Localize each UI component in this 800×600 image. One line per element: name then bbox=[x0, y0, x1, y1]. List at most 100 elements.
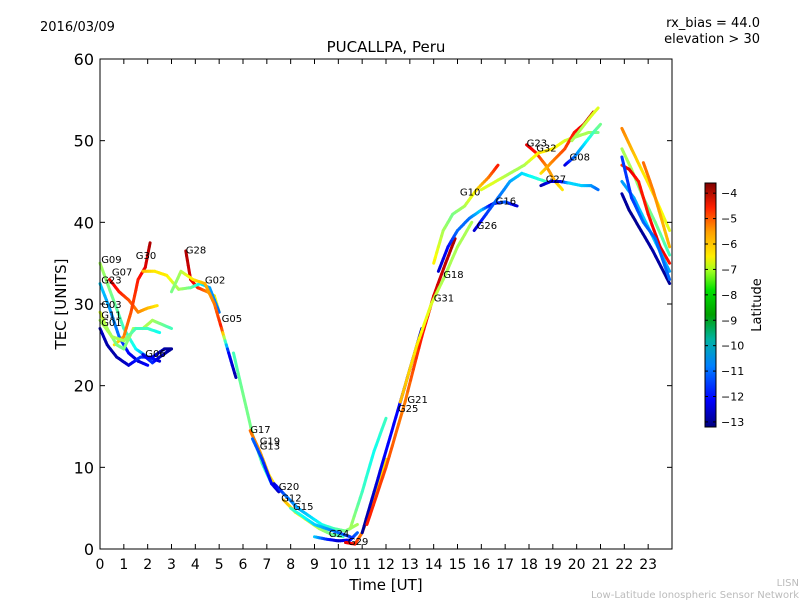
colorbar-tick-label: −10 bbox=[721, 340, 744, 353]
series-label: G17 bbox=[250, 425, 270, 436]
series-label: G26 bbox=[477, 221, 497, 232]
footer-lisn: LISN bbox=[777, 578, 799, 589]
colorbar-tick-label: −11 bbox=[721, 365, 744, 378]
colorbar-tick-label: −9 bbox=[721, 314, 737, 327]
series-g11 bbox=[98, 318, 162, 343]
series-segment bbox=[375, 484, 382, 498]
date-label: 2016/03/09 bbox=[40, 20, 115, 35]
x-tick-label: 21 bbox=[592, 557, 610, 573]
series-label: G01 bbox=[101, 318, 121, 329]
series-label: G25 bbox=[398, 404, 418, 415]
y-tick-label: 30 bbox=[74, 295, 94, 314]
series-segment bbox=[233, 371, 238, 379]
footer-network: Low-Latitude Ionospheric Sensor Network bbox=[591, 590, 799, 600]
series-segment bbox=[276, 489, 281, 494]
x-axis-label: Time [UT] bbox=[348, 576, 422, 594]
series-segment bbox=[665, 276, 672, 286]
series-segment bbox=[384, 454, 391, 469]
series-label: G29 bbox=[348, 537, 368, 548]
series-segment bbox=[156, 359, 162, 363]
y-tick-label: 60 bbox=[74, 50, 94, 69]
series-segment bbox=[168, 326, 173, 330]
x-tick-label: 20 bbox=[568, 557, 586, 573]
series-g06 bbox=[141, 347, 173, 365]
series-g26 bbox=[472, 171, 548, 232]
y-tick-label: 10 bbox=[74, 458, 94, 477]
series-segment bbox=[417, 335, 424, 350]
colorbar-tick-label: −4 bbox=[721, 187, 737, 200]
series-segment bbox=[144, 363, 150, 367]
x-tick-label: 11 bbox=[353, 557, 371, 573]
series-segment bbox=[382, 457, 388, 468]
colorbar-tick-label: −6 bbox=[721, 238, 737, 251]
series-segment bbox=[452, 237, 457, 245]
x-tick-label: 19 bbox=[544, 557, 562, 573]
series-segment bbox=[403, 389, 410, 404]
series-segment bbox=[401, 381, 408, 394]
colorbar-tick-label: −12 bbox=[721, 391, 744, 404]
series-label: G12 bbox=[281, 494, 301, 505]
series-g_late1 bbox=[620, 126, 672, 232]
series-segment bbox=[559, 186, 564, 192]
x-tick-label: 13 bbox=[401, 557, 419, 573]
series-segment bbox=[595, 106, 600, 111]
x-tick-label: 3 bbox=[167, 557, 176, 573]
x-tick-label: 2 bbox=[143, 557, 152, 573]
series-segment bbox=[397, 411, 404, 426]
series-g10 bbox=[432, 163, 500, 265]
series-segment bbox=[156, 330, 162, 335]
colorbar-gradient bbox=[704, 182, 717, 428]
series-segment bbox=[354, 531, 359, 536]
series-g_late5 bbox=[620, 192, 672, 286]
series-segment bbox=[216, 306, 221, 314]
series-label: G28 bbox=[186, 245, 206, 256]
y-axis-label: TEC [UNITS] bbox=[52, 259, 70, 351]
series-g31 bbox=[398, 220, 474, 404]
series-segment bbox=[368, 503, 375, 517]
series-g13 bbox=[251, 437, 281, 494]
series-segment bbox=[666, 241, 672, 249]
series-label: G11 bbox=[101, 311, 121, 322]
series-segment bbox=[411, 356, 418, 371]
series-label: G10 bbox=[460, 187, 480, 198]
colorbar-label: Latitude bbox=[750, 278, 765, 332]
series-segment bbox=[665, 248, 672, 257]
y-tick-label: 40 bbox=[74, 213, 94, 232]
series-segment bbox=[382, 416, 388, 426]
x-tick-label: 16 bbox=[472, 557, 490, 573]
series-segment bbox=[346, 534, 352, 539]
series-segment bbox=[394, 422, 401, 437]
series-label: G27 bbox=[546, 174, 566, 185]
series-segment bbox=[542, 179, 548, 183]
colorbar-tick-label: −7 bbox=[721, 263, 737, 276]
series-segment bbox=[371, 494, 378, 507]
x-tick-label: 23 bbox=[639, 557, 657, 573]
annotation-rx-bias: rx_bias = 44.0 bbox=[666, 16, 760, 31]
colorbar-tick-label: −8 bbox=[721, 289, 737, 302]
series-label: G15 bbox=[293, 502, 313, 513]
series-label: G31 bbox=[434, 294, 454, 305]
series-g08 bbox=[563, 122, 602, 167]
series-segment bbox=[665, 271, 672, 281]
chart-title: PUCALLPA, Peru bbox=[327, 38, 446, 56]
x-tick-label: 7 bbox=[262, 557, 271, 573]
x-tick-label: 17 bbox=[496, 557, 514, 573]
x-tick-label: 5 bbox=[215, 557, 224, 573]
series-label: G19 bbox=[260, 437, 280, 448]
x-tick-label: 14 bbox=[425, 557, 443, 573]
y-tick-label: 20 bbox=[74, 377, 94, 396]
series-segment bbox=[409, 352, 416, 366]
series-layer bbox=[98, 106, 672, 546]
series-segment bbox=[390, 433, 397, 448]
series-segment bbox=[168, 347, 173, 352]
series-labels: G09G07G23G30G03G11G01G06G28G02G05G17G19G… bbox=[101, 138, 590, 548]
colorbar-tick-label: −5 bbox=[721, 213, 737, 226]
series-g05 bbox=[170, 269, 238, 379]
series-segment bbox=[381, 465, 388, 479]
x-tick-label: 12 bbox=[377, 557, 395, 573]
series-g27 bbox=[539, 180, 600, 192]
series-segment bbox=[467, 220, 474, 228]
annotation-elevation: elevation > 30 bbox=[664, 32, 760, 47]
x-tick-label: 4 bbox=[191, 557, 200, 573]
